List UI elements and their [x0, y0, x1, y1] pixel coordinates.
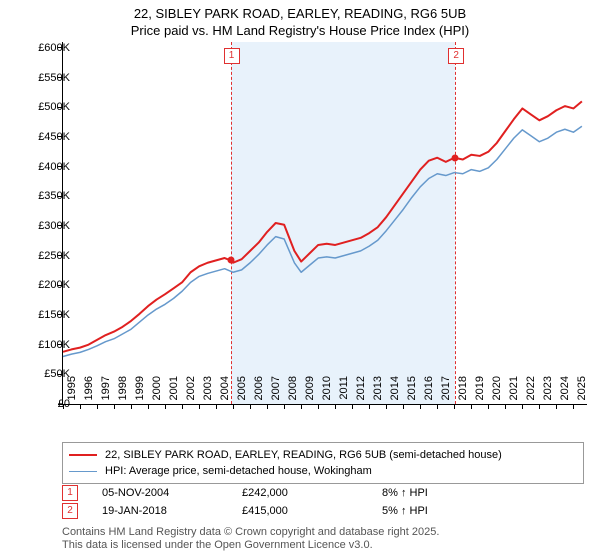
y-axis-label: £50K: [20, 368, 70, 380]
tx-date-1: 05-NOV-2004: [102, 487, 242, 499]
title-line1: 22, SIBLEY PARK ROAD, EARLEY, READING, R…: [0, 6, 600, 23]
x-axis-label: 2023: [542, 376, 554, 406]
x-axis-label: 2012: [355, 376, 367, 406]
x-axis-label: 2013: [372, 376, 384, 406]
x-axis-label: 2009: [304, 376, 316, 406]
y-axis-label: £400K: [20, 161, 70, 173]
x-axis-label: 2005: [236, 376, 248, 406]
legend-row-0: 22, SIBLEY PARK ROAD, EARLEY, READING, R…: [69, 447, 577, 463]
y-axis-label: £200K: [20, 279, 70, 291]
x-axis-label: 2016: [423, 376, 435, 406]
x-axis-label: 2014: [389, 376, 401, 406]
x-axis-label: 2011: [338, 376, 350, 406]
x-axis-label: 1997: [100, 376, 112, 406]
y-axis-label: £500K: [20, 101, 70, 113]
x-axis-label: 2017: [440, 376, 452, 406]
x-axis-label: 1998: [117, 376, 129, 406]
x-axis-label: 1996: [83, 376, 95, 406]
x-axis-label: 2003: [202, 376, 214, 406]
legend-row-1: HPI: Average price, semi-detached house,…: [69, 463, 577, 479]
title-line2: Price paid vs. HM Land Registry's House …: [0, 23, 600, 40]
x-axis-label: 2002: [185, 376, 197, 406]
x-axis-label: 2000: [151, 376, 163, 406]
price-chart: 12: [62, 42, 587, 405]
x-axis-label: 2006: [253, 376, 265, 406]
tx-price-2: £415,000: [242, 505, 382, 517]
transactions-table: 1 05-NOV-2004 £242,000 8% ↑ HPI 2 19-JAN…: [62, 484, 584, 520]
tx-row-1: 1 05-NOV-2004 £242,000 8% ↑ HPI: [62, 484, 584, 502]
y-axis-label: £0: [20, 398, 70, 410]
legend-label-1: HPI: Average price, semi-detached house,…: [105, 465, 372, 477]
x-axis-label: 2008: [287, 376, 299, 406]
x-axis-label: 2025: [576, 376, 588, 406]
legend-label-0: 22, SIBLEY PARK ROAD, EARLEY, READING, R…: [105, 449, 502, 461]
chart-title: 22, SIBLEY PARK ROAD, EARLEY, READING, R…: [0, 0, 600, 40]
footer-line1: Contains HM Land Registry data © Crown c…: [62, 526, 439, 539]
y-axis-label: £250K: [20, 250, 70, 262]
y-axis-label: £300K: [20, 220, 70, 232]
y-axis-label: £150K: [20, 309, 70, 321]
y-axis-label: £600K: [20, 42, 70, 54]
footer: Contains HM Land Registry data © Crown c…: [62, 526, 439, 552]
x-axis-label: 2021: [508, 376, 520, 406]
x-axis-label: 2020: [491, 376, 503, 406]
x-axis-label: 1995: [66, 376, 78, 406]
x-axis-label: 2010: [321, 376, 333, 406]
tx-marker-2: 2: [62, 503, 78, 519]
y-axis-label: £550K: [20, 72, 70, 84]
legend-swatch-1: [69, 471, 97, 472]
y-axis-label: £100K: [20, 339, 70, 351]
x-axis-label: 2018: [457, 376, 469, 406]
x-axis-label: 2019: [474, 376, 486, 406]
x-axis-label: 2022: [525, 376, 537, 406]
tx-marker-1: 1: [62, 485, 78, 501]
tx-row-2: 2 19-JAN-2018 £415,000 5% ↑ HPI: [62, 502, 584, 520]
tx-date-2: 19-JAN-2018: [102, 505, 242, 517]
x-axis-label: 2004: [219, 376, 231, 406]
legend: 22, SIBLEY PARK ROAD, EARLEY, READING, R…: [62, 442, 584, 484]
x-axis-label: 1999: [134, 376, 146, 406]
x-axis-label: 2007: [270, 376, 282, 406]
x-axis-label: 2001: [168, 376, 180, 406]
y-axis-label: £350K: [20, 190, 70, 202]
tx-price-1: £242,000: [242, 487, 382, 499]
tx-pct-2: 5% ↑ HPI: [382, 505, 482, 517]
footer-line2: This data is licensed under the Open Gov…: [62, 539, 439, 552]
tx-pct-1: 8% ↑ HPI: [382, 487, 482, 499]
legend-swatch-0: [69, 454, 97, 456]
x-axis-label: 2015: [406, 376, 418, 406]
y-axis-label: £450K: [20, 131, 70, 143]
x-axis-label: 2024: [559, 376, 571, 406]
